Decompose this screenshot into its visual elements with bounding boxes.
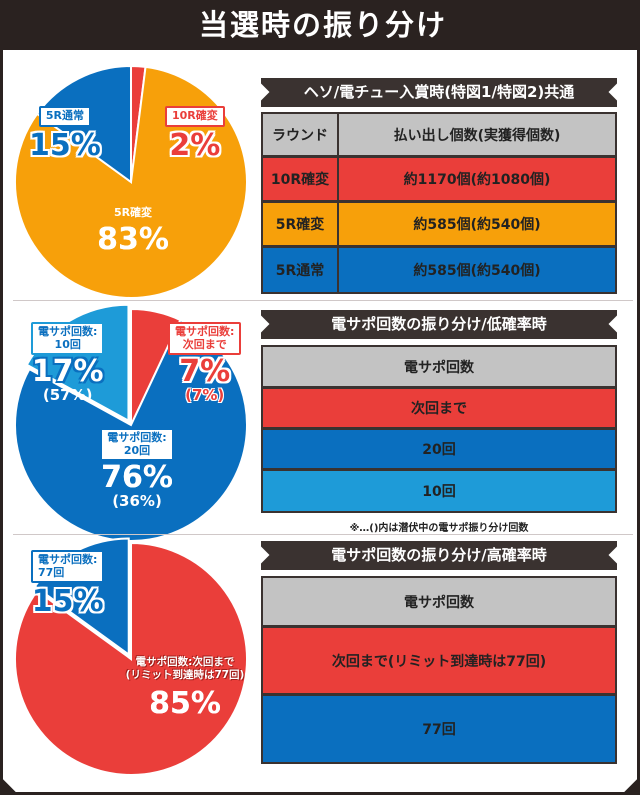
pie3-pct-next: 85% bbox=[149, 686, 221, 722]
pie2-label-10-line1: 電サポ回数: bbox=[38, 325, 98, 338]
pie1-label-5r-normal: 5R通常 15% bbox=[29, 104, 101, 161]
section1-header: ヘソ/電チュー入賞時(特図1/特図2)共通 bbox=[252, 78, 626, 107]
pie3-label-77-line1: 電サポ回数: bbox=[38, 553, 98, 566]
pie2-pct-20: 76% bbox=[101, 460, 173, 496]
col-header-densapo: 電サポ回数 bbox=[263, 347, 615, 386]
pie2-label-20-line1: 電サポ回数: bbox=[107, 431, 167, 444]
cell-payout: 約585個(約540個) bbox=[339, 203, 615, 245]
pie1-label-10r: 10R確変 2% bbox=[165, 104, 225, 161]
section3-header-text: 電サポ回数の振り分け/高確率時 bbox=[331, 546, 547, 564]
pie2-label-20-line2: 20回 bbox=[123, 443, 151, 457]
cell-densapo: 77回 bbox=[263, 696, 615, 762]
pie2-label-20-text: 電サポ回数: 20回 bbox=[100, 428, 174, 462]
pie2-label-next-text: 電サポ回数: 次回まで bbox=[168, 322, 242, 356]
pie2-pct-next: 7% bbox=[179, 354, 231, 390]
pie2-label-10-text: 電サポ回数: 10回 bbox=[31, 322, 105, 356]
pie2-sub-20: (36%) bbox=[112, 492, 162, 511]
pie3-label-77: 電サポ回数: 77回 15% bbox=[31, 550, 105, 620]
pie2-label-next-line1: 電サポ回数: bbox=[175, 325, 235, 338]
table-row: 次回まで(リミット到達時は77回) bbox=[263, 628, 615, 693]
cell-densapo: 10回 bbox=[263, 471, 615, 511]
section3-table: 電サポ回数 次回まで(リミット到達時は77回) 77回 bbox=[261, 576, 617, 764]
pie1-label-5r-normal-text: 5R通常 bbox=[38, 106, 91, 127]
footnote: ※…()内は潜伏中の電サポ振り分け回数 bbox=[349, 523, 529, 534]
table-row: 10回 bbox=[263, 471, 615, 511]
pie3-label-77-line2: 77回 bbox=[38, 565, 65, 579]
table-row: 20回 bbox=[263, 430, 615, 468]
section-divider bbox=[13, 300, 633, 301]
pie2-sub-next: (7%) bbox=[185, 386, 225, 405]
cell-payout: 約1170個(約1080個) bbox=[339, 158, 615, 200]
table-header-row: 電サポ回数 bbox=[263, 578, 615, 625]
pie2-label-10: 電サポ回数: 10回 17% (57%) bbox=[31, 322, 105, 405]
table-row: 次回まで bbox=[263, 389, 615, 427]
table-row: 77回 bbox=[263, 696, 615, 762]
pie2-pct-10: 17% bbox=[31, 354, 104, 390]
pie3-label-77-text: 電サポ回数: 77回 bbox=[31, 550, 105, 584]
pie1-label-10r-text: 10R確変 bbox=[165, 106, 225, 127]
pie1-pct-10r: 2% bbox=[169, 127, 221, 163]
table-row: 5R通常 約585個(約540個) bbox=[263, 248, 615, 292]
section1-table: ラウンド 払い出し個数(実獲得個数) 10R確変 約1170個(約1080個) … bbox=[261, 112, 617, 294]
cell-densapo: 20回 bbox=[263, 430, 615, 468]
pie3-label-next-text: 電サポ回数:次回まで (リミット到達時は77回) bbox=[123, 656, 247, 681]
cell-round: 5R通常 bbox=[263, 248, 339, 292]
cell-densapo: 次回まで(リミット到達時は77回) bbox=[263, 628, 615, 693]
section-divider bbox=[13, 534, 633, 535]
pie1-svg bbox=[14, 64, 248, 299]
pie-chart-round bbox=[11, 62, 251, 302]
table-header-row: 電サポ回数 bbox=[263, 347, 615, 386]
section2-header: 電サポ回数の振り分け/低確率時 bbox=[252, 310, 626, 339]
cell-payout: 約585個(約540個) bbox=[339, 248, 615, 292]
pie2-label-20: 電サポ回数: 20回 76% (36%) bbox=[87, 428, 187, 510]
pie3-label-next-line1: 電サポ回数:次回まで bbox=[135, 656, 235, 668]
pie2-sub-10: (57%) bbox=[42, 386, 93, 405]
table-header-row: ラウンド 払い出し個数(実獲得個数) bbox=[263, 114, 615, 155]
section2-header-text: 電サポ回数の振り分け/低確率時 bbox=[331, 315, 547, 333]
section3-header: 電サポ回数の振り分け/高確率時 bbox=[252, 541, 626, 570]
pie3-label-next: 電サポ回数:次回まで (リミット到達時は77回) 85% bbox=[123, 656, 247, 719]
pie2-label-10-line2: 10回 bbox=[54, 337, 81, 351]
col-header-densapo: 電サポ回数 bbox=[263, 578, 615, 625]
pie1-label-5r-kakuhen: 5R確変 83% bbox=[83, 206, 183, 255]
pie3-label-next-line2: (リミット到達時は77回) bbox=[125, 668, 245, 681]
pie2-label-next: 電サポ回数: 次回まで 7% (7%) bbox=[168, 322, 242, 405]
page-title: 当選時の振り分け bbox=[3, 0, 637, 50]
col-header-round: ラウンド bbox=[263, 114, 339, 155]
pie1-pct-5r-normal: 15% bbox=[29, 127, 101, 163]
col-header-payout: 払い出し個数(実獲得個数) bbox=[339, 114, 615, 155]
pie3-slice-0 bbox=[14, 541, 248, 776]
cell-round: 5R確変 bbox=[263, 203, 339, 245]
table-row: 10R確変 約1170個(約1080個) bbox=[263, 158, 615, 200]
section1-header-text: ヘソ/電チュー入賞時(特図1/特図2)共通 bbox=[303, 83, 575, 101]
pie1-pct-5r-kakuhen: 83% bbox=[97, 222, 169, 258]
cell-round: 10R確変 bbox=[263, 158, 339, 200]
pie2-label-next-line2: 次回まで bbox=[182, 337, 227, 351]
pie3-pct-77: 15% bbox=[31, 584, 104, 620]
pie1-label-5r-kakuhen-text: 5R確変 bbox=[113, 206, 153, 219]
section2-table: 電サポ回数 次回まで 20回 10回 bbox=[261, 345, 617, 513]
cell-densapo: 次回まで bbox=[263, 389, 615, 427]
table-row: 5R確変 約585個(約540個) bbox=[263, 203, 615, 245]
